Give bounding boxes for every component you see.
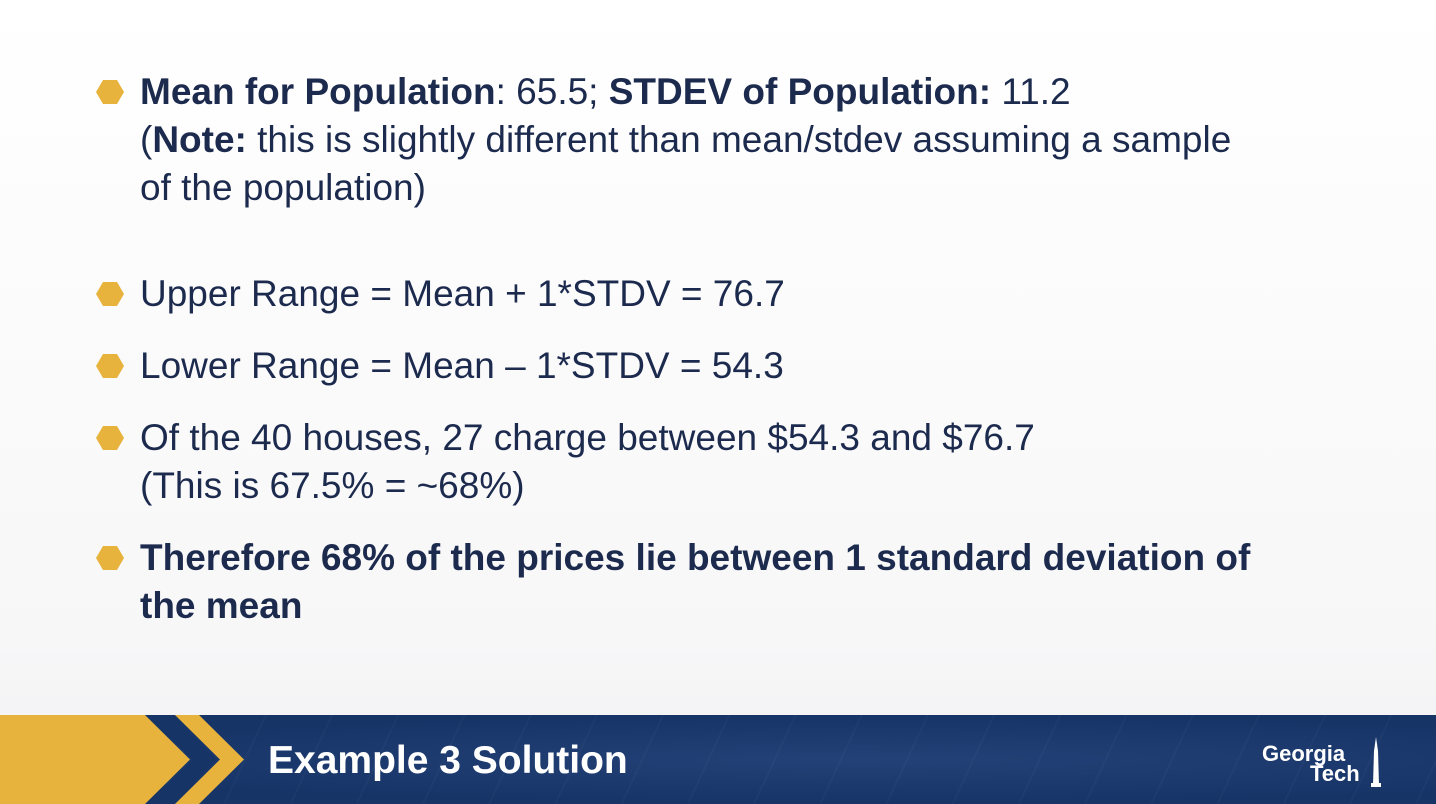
tower-icon [1371, 737, 1381, 787]
georgia-tech-logo: Georgia Tech [1262, 737, 1392, 799]
bullet-list: Mean for Population: 65.5; STDEV of Popu… [96, 68, 1376, 630]
population-stats-line: Mean for Population: 65.5; STDEV of Popu… [140, 68, 1376, 116]
note-open-paren: ( [140, 119, 153, 160]
houses-percent-text: (This is 67.5% = ~68%) [140, 465, 525, 506]
bullet-houses-count: Of the 40 houses, 27 charge between $54.… [96, 414, 1376, 510]
bullet-upper-range: Upper Range = Mean + 1*STDV = 76.7 [96, 270, 1376, 318]
hexagon-bullet-icon [96, 354, 124, 378]
mean-value: : 65.5; [495, 71, 609, 112]
conclusion-text-end: the mean [140, 585, 303, 626]
stdev-value: 11.2 [991, 71, 1071, 112]
note-line: (Note: this is slightly different than m… [140, 116, 1376, 164]
bullet-population-stats: Mean for Population: 65.5; STDEV of Popu… [96, 68, 1376, 212]
hexagon-bullet-icon [96, 80, 124, 104]
mean-label: Mean for Population [140, 71, 496, 112]
hexagon-bullet-icon [96, 426, 124, 450]
upper-range-text: Upper Range = Mean + 1*STDV = 76.7 [140, 273, 785, 314]
logo-tech: Tech [1310, 761, 1360, 786]
chevron-right-icon [0, 715, 244, 804]
slide-title: Example 3 Solution [268, 739, 628, 782]
conclusion-text: Therefore 68% of the prices lie between … [140, 537, 1251, 578]
bullet-lower-range: Lower Range = Mean – 1*STDV = 54.3 [96, 342, 1376, 390]
note-label: Note: [152, 119, 247, 160]
stdev-label: STDEV of Population: [608, 71, 992, 112]
hexagon-bullet-icon [96, 546, 124, 570]
houses-count-text: Of the 40 houses, 27 charge between $54.… [140, 417, 1035, 458]
lower-range-text: Lower Range = Mean – 1*STDV = 54.3 [140, 345, 784, 386]
bullet-conclusion: Therefore 68% of the prices lie between … [96, 534, 1376, 630]
note-line-end: of the population) [140, 167, 426, 208]
note-text: this is slightly different than mean/std… [246, 119, 1232, 160]
footer-banner: Example 3 Solution Georgia Tech [0, 715, 1436, 804]
logo-georgia: Georgia [1262, 741, 1346, 766]
hexagon-bullet-icon [96, 282, 124, 306]
